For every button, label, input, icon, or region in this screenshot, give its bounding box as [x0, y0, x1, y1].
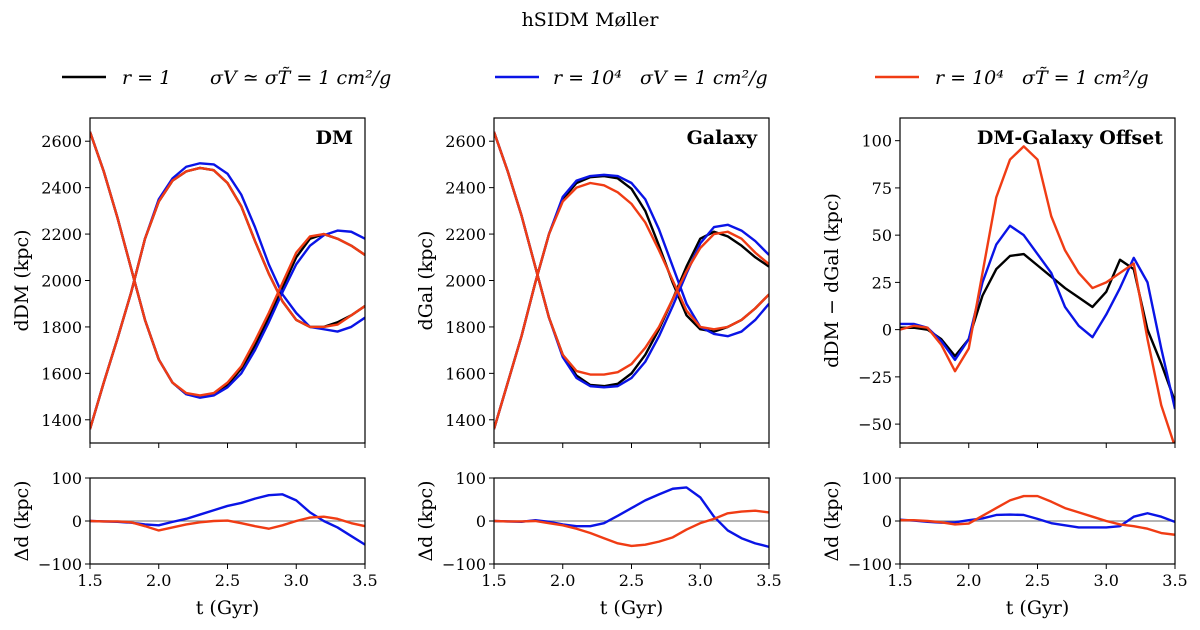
x-tick-label: 2.5 [619, 571, 644, 590]
legend-entry-sigmat: r = 10⁴ σT̃ = 1 cm²/g [875, 67, 1149, 89]
y-tick-label: 2400 [445, 179, 486, 198]
residual-y-tick-label: 100 [455, 469, 486, 488]
chart-panel-1: DM 1400 1600 1800 2000 2200 2400 2600 dDM (kpc) 1… [11, 117, 378, 619]
series-line [90, 166, 365, 430]
x-tick-label: 3.0 [688, 571, 713, 590]
x-tick-label: 2.0 [550, 571, 575, 590]
y-tick-label: 2000 [41, 272, 82, 291]
series-line [90, 131, 365, 398]
x-tick-label: 3.5 [352, 571, 377, 590]
residual-line [494, 509, 769, 548]
series-line [494, 173, 769, 430]
series-group [90, 131, 365, 430]
y-tick-label: 1800 [445, 318, 486, 337]
residual-y-tick-label: 100 [861, 469, 892, 488]
x-tick-label: 3.0 [1094, 571, 1119, 590]
plot-frame [899, 117, 1176, 444]
residual-y-tick-label: 0 [882, 512, 892, 531]
chart-panel-3: DM-Galaxy Offset −50 −25 0 25 50 75 100 dDM − dG… [821, 117, 1188, 619]
legend-model-sigmav: r = 10⁴ [553, 67, 622, 89]
legend-cross-sigmat: σT̃ = 1 cm²/g [1022, 67, 1149, 89]
x-axis-label: t (Gyr) [600, 597, 664, 619]
series-line [900, 145, 1175, 443]
y-axis-label: dGal (kpc) [415, 231, 437, 331]
legend-model-r1: r = 1 [122, 67, 171, 89]
panel-title: Galaxy [687, 127, 758, 149]
legend-model-sigmat: r = 10⁴ [935, 67, 1004, 89]
legend: r = 1 σV ≃ σT̃ = 1 cm²/g r = 10⁴ σV = 1 … [62, 67, 1149, 89]
plot-frame [89, 117, 366, 444]
residual-group [494, 486, 769, 548]
x-tick-label: 1.5 [887, 571, 912, 590]
y-tick-label: 1600 [41, 364, 82, 383]
y-tick-label: 25 [872, 273, 892, 292]
residual-y-tick-label: 100 [51, 469, 82, 488]
y-tick-label: 0 [882, 321, 892, 340]
y-tick-label: −50 [858, 415, 892, 434]
residual-y-axis-label: Δd (kpc) [415, 480, 437, 561]
series-line [900, 224, 1175, 410]
series-line [90, 166, 365, 430]
x-tick-label: 3.0 [284, 571, 309, 590]
y-tick-label: 2600 [41, 132, 82, 151]
legend-cross-sigmav: σV = 1 cm²/g [640, 67, 768, 89]
x-axis-label: t (Gyr) [196, 597, 260, 619]
x-tick-label: 1.5 [77, 571, 102, 590]
residual-y-tick-label: −100 [38, 555, 82, 574]
y-axis-label: dDM − dGal (kpc) [821, 193, 843, 368]
y-tick-label: 2200 [41, 225, 82, 244]
series-line [494, 131, 769, 389]
x-tick-label: 2.0 [146, 571, 171, 590]
residual-y-axis-label: Δd (kpc) [821, 480, 843, 561]
y-tick-label: 1400 [41, 411, 82, 430]
y-tick-label: 1600 [445, 364, 486, 383]
panel-title: DM [315, 127, 353, 149]
series-line [494, 181, 769, 430]
y-tick-label: 2600 [445, 132, 486, 151]
residual-y-tick-label: −100 [442, 555, 486, 574]
residual-line [90, 515, 365, 532]
y-tick-label: 2000 [445, 272, 486, 291]
series-line [494, 131, 769, 388]
x-tick-label: 3.5 [1162, 571, 1187, 590]
figure-title: hSIDM Møller [522, 9, 660, 31]
legend-cross-r1: σV ≃ σT̃ = 1 cm²/g [210, 67, 391, 89]
panel-title: DM-Galaxy Offset [977, 127, 1163, 149]
series-group [494, 131, 769, 430]
y-tick-label: 1800 [41, 318, 82, 337]
y-tick-label: 100 [861, 132, 892, 151]
series-line [900, 252, 1175, 402]
y-tick-label: 2200 [445, 225, 486, 244]
y-tick-label: 50 [872, 226, 892, 245]
x-tick-label: 1.5 [481, 571, 506, 590]
series-line [90, 131, 365, 397]
series-line [494, 174, 769, 430]
x-axis-label: t (Gyr) [1006, 597, 1070, 619]
residual-y-tick-label: 0 [476, 512, 486, 531]
y-tick-label: 75 [872, 179, 892, 198]
x-tick-label: 2.5 [1025, 571, 1050, 590]
y-tick-label: 1400 [445, 411, 486, 430]
residual-group [90, 493, 365, 546]
y-axis-label: dDM (kpc) [11, 229, 33, 331]
residual-y-tick-label: −100 [848, 555, 892, 574]
legend-entry-r1: r = 1 σV ≃ σT̃ = 1 cm²/g [62, 67, 391, 89]
legend-entry-sigmav: r = 10⁴ σV = 1 cm²/g [495, 67, 768, 89]
x-tick-label: 2.5 [215, 571, 240, 590]
residual-line [900, 494, 1175, 536]
series-line [494, 131, 769, 376]
residual-y-axis-label: Δd (kpc) [11, 480, 33, 561]
residual-y-tick-label: 0 [72, 512, 82, 531]
residual-line [494, 486, 769, 548]
charts: DM 1400 1600 1800 2000 2200 2400 2600 dDM (kpc) 1… [11, 117, 1188, 619]
chart-panel-2: Galaxy 1400 1600 1800 2000 2200 2400 2600 dGal (… [415, 117, 782, 619]
x-tick-label: 3.5 [756, 571, 781, 590]
series-group [900, 145, 1175, 443]
x-tick-label: 2.0 [956, 571, 981, 590]
y-tick-label: 2400 [41, 179, 82, 198]
residual-group [900, 494, 1175, 536]
y-tick-label: −25 [858, 368, 892, 387]
